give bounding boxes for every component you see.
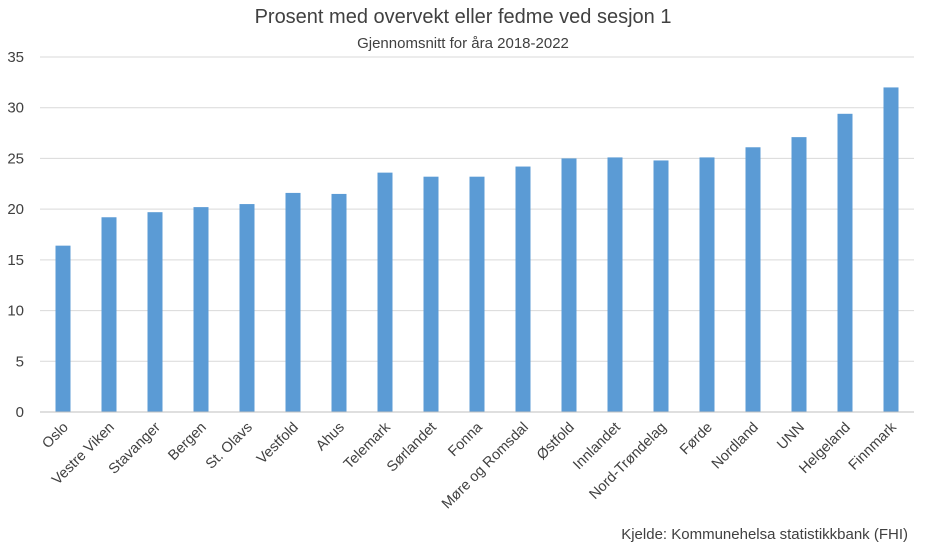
y-tick-label: 10	[7, 303, 24, 320]
x-category-label: Bergen	[165, 420, 209, 464]
y-tick-label: 0	[16, 404, 24, 421]
x-category-label: Ahus	[313, 420, 348, 455]
x-category-label: Sørlandet	[384, 420, 440, 476]
bar	[745, 147, 761, 412]
y-tick-label: 30	[7, 100, 24, 117]
y-tick-label: 5	[16, 353, 24, 370]
bar	[55, 245, 71, 412]
x-category-label: Førde	[677, 420, 716, 459]
bar	[791, 137, 807, 412]
bar	[239, 204, 255, 412]
bars	[55, 87, 899, 413]
y-tick-label: 20	[7, 201, 24, 218]
y-axis-ticks: 0 5 10 15 20 25 30 35	[7, 49, 24, 421]
x-category-label: St. Olavs	[203, 420, 256, 473]
x-category-label: Vestfold	[254, 420, 302, 468]
bar	[837, 113, 853, 413]
y-tick-label: 25	[7, 150, 24, 167]
bar	[469, 176, 485, 412]
chart-subtitle: Gjennomsnitt for åra 2018-2022	[357, 35, 569, 52]
x-category-label: Østfold	[534, 420, 578, 464]
bar	[653, 160, 669, 412]
x-category-label: Fonna	[445, 419, 486, 460]
bar	[193, 207, 209, 412]
bar	[607, 157, 623, 412]
source-note: Kjelde: Kommunehelsa statistikkbank (FHI…	[621, 526, 908, 543]
bar	[331, 193, 347, 412]
bar	[423, 176, 439, 412]
x-category-label: UNN	[774, 420, 808, 454]
bar	[377, 172, 393, 412]
bar	[101, 217, 117, 412]
bar	[285, 192, 301, 412]
bar	[147, 212, 163, 412]
y-tick-label: 15	[7, 252, 24, 269]
bar	[515, 166, 531, 412]
chart-title: Prosent med overvekt eller fedme ved ses…	[255, 6, 672, 28]
bar	[561, 158, 577, 412]
x-category-label: Nordland	[709, 420, 762, 473]
x-category-label: Møre og Romsdal	[439, 420, 532, 513]
x-category-label: Finnmark	[846, 419, 901, 474]
x-category-label: Oslo	[39, 420, 71, 452]
bar	[699, 157, 715, 412]
y-tick-label: 35	[7, 49, 24, 66]
bar	[883, 87, 899, 412]
